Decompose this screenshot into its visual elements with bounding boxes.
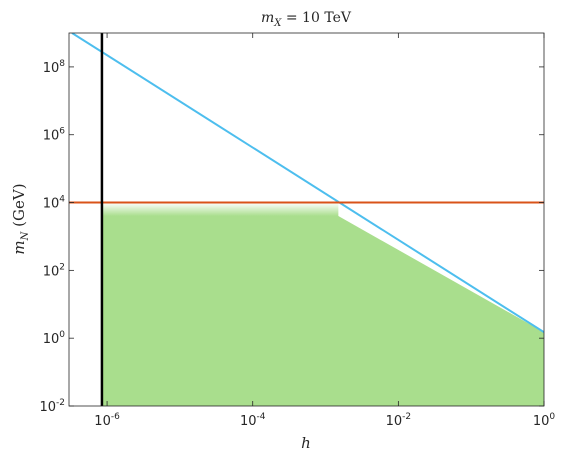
- region-fill: [101, 216, 544, 406]
- y-tick-label-5: 108: [43, 59, 66, 76]
- y-tick-label-3: 104: [43, 195, 66, 212]
- series-line-blue: [71, 33, 544, 334]
- region-fade: [101, 202, 339, 217]
- feasible-region: [101, 202, 544, 406]
- chart-title-rest: = 10 TeV: [281, 10, 351, 26]
- y-tick-label-4: 106: [43, 127, 66, 144]
- x-tick-label-0: 10-6: [94, 412, 120, 429]
- y-axis-label: mN (GeV): [10, 183, 31, 254]
- chart-title: mX = 10 TeV: [261, 10, 352, 29]
- chart-title-sub: X: [273, 18, 282, 29]
- axis-ticks: 10-6 10-4 10-2 100 10-2 100 102 104 106 108: [39, 33, 555, 429]
- y-axis-label-sub: N: [20, 230, 31, 241]
- x-tick-label-1: 10-4: [240, 412, 266, 429]
- x-axis-label: h: [301, 434, 311, 452]
- y-tick-label-1: 100: [43, 330, 66, 347]
- series-lines: [69, 33, 544, 406]
- y-tick-label-2: 102: [43, 262, 65, 279]
- y-axis-label-base: m: [10, 240, 28, 254]
- y-axis-label-rest: (GeV): [10, 183, 28, 231]
- x-tick-label-2: 10-2: [386, 412, 412, 429]
- chart-title-base: m: [261, 10, 274, 26]
- y-tick-label-0: 10-2: [39, 398, 65, 415]
- x-tick-label-3: 100: [533, 412, 556, 429]
- axes-box: [68, 32, 545, 407]
